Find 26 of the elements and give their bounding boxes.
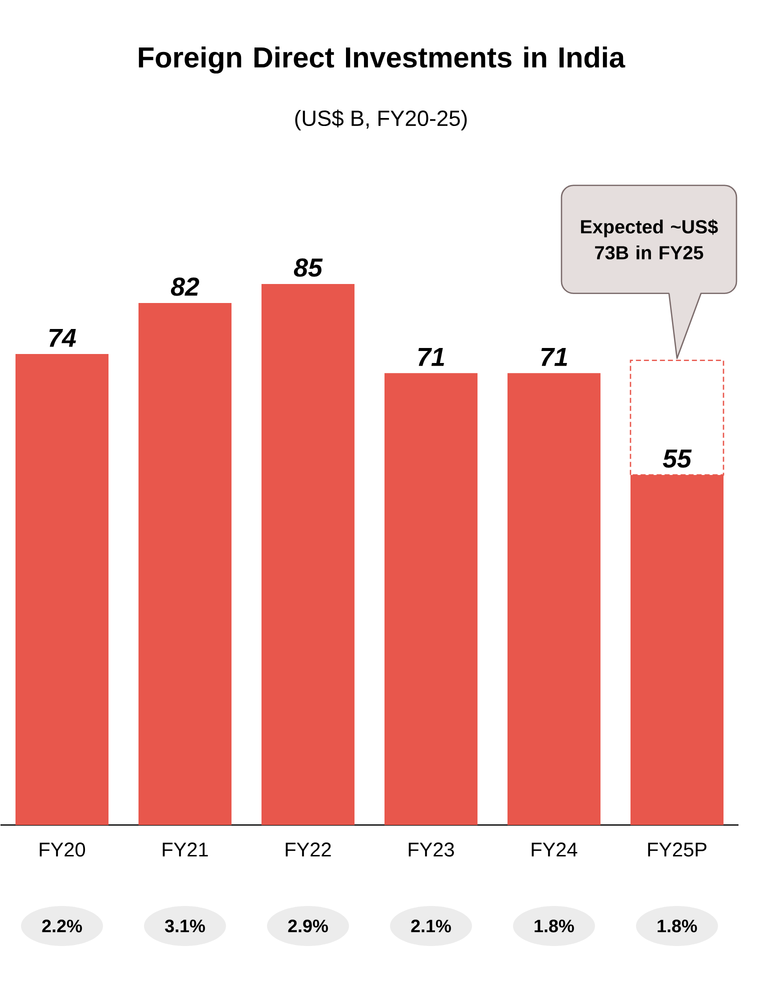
data-label: 82 — [170, 278, 200, 296]
data-label: 71 — [418, 348, 444, 366]
data-label: 71 — [541, 348, 568, 366]
text: 2.2% — [42, 920, 82, 932]
text: 3.1% — [164, 920, 205, 932]
bar — [384, 373, 478, 825]
text: 2.1% — [411, 920, 451, 932]
x-tick-label: FY22 — [286, 842, 331, 856]
text: Expected ~US$ 73B in FY25 — [581, 219, 718, 260]
data-label: 74 — [49, 328, 76, 347]
chart-title: Foreign Direct Investments in India — [138, 46, 626, 74]
x-tick-label: FY23 — [408, 842, 454, 857]
text: 1.8% — [534, 920, 574, 932]
x-tick-label: FY20 — [40, 842, 86, 857]
x-tick-label: FY24 — [532, 842, 578, 856]
bar — [508, 373, 600, 825]
text: 1.8% — [658, 920, 697, 932]
data-label: 85 — [294, 258, 323, 277]
bar — [16, 354, 108, 825]
bar — [138, 303, 232, 825]
bar — [262, 284, 354, 825]
data-label: 55 — [662, 450, 692, 468]
x-tick-label: FY21 — [162, 842, 208, 856]
x-tick-label: FY25P — [648, 842, 706, 857]
text: 2.9% — [288, 920, 328, 932]
chart-subtitle: (US$ B, FY20-25) — [295, 110, 467, 130]
